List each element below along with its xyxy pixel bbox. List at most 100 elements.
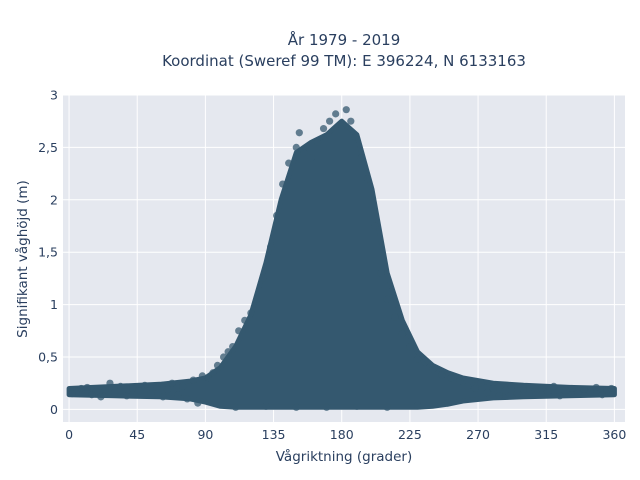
data-point bbox=[447, 374, 455, 382]
data-point bbox=[332, 110, 340, 118]
data-point bbox=[456, 377, 464, 385]
x-axis-title: Vågriktning (grader) bbox=[276, 448, 413, 465]
x-tick-label: 45 bbox=[129, 427, 145, 442]
y-tick-label: 2 bbox=[50, 192, 58, 207]
data-point bbox=[313, 138, 322, 146]
data-point bbox=[307, 154, 316, 162]
data-point bbox=[262, 402, 270, 410]
data-points bbox=[68, 106, 615, 411]
data-point bbox=[391, 313, 399, 321]
data-point bbox=[398, 330, 406, 338]
data-point bbox=[556, 392, 564, 400]
x-tick-label: 90 bbox=[197, 427, 213, 442]
y-axis-title: Signifikant våghöjd (m) bbox=[14, 180, 31, 338]
x-tick-label: 315 bbox=[534, 427, 558, 442]
data-point bbox=[229, 342, 237, 351]
data-point bbox=[77, 384, 85, 393]
data-point bbox=[319, 124, 328, 133]
data-point bbox=[525, 383, 534, 392]
data-point bbox=[351, 133, 359, 141]
envelope-area bbox=[66, 118, 617, 410]
data-point bbox=[83, 383, 91, 392]
data-point bbox=[253, 295, 261, 303]
data-point bbox=[179, 382, 187, 390]
data-point bbox=[421, 358, 429, 366]
data-point bbox=[292, 403, 300, 411]
y-tick-label: 0 bbox=[50, 402, 58, 417]
data-point bbox=[383, 295, 391, 303]
data-point bbox=[232, 403, 240, 411]
x-tick-label: 270 bbox=[466, 427, 490, 442]
data-point bbox=[153, 383, 161, 392]
data-point bbox=[110, 389, 119, 397]
data-point bbox=[592, 383, 600, 392]
data-point bbox=[519, 385, 528, 394]
data-point bbox=[129, 384, 137, 393]
data-point bbox=[477, 379, 485, 387]
data-point bbox=[444, 399, 452, 407]
x-tick-label: 135 bbox=[262, 427, 286, 442]
data-point bbox=[259, 274, 267, 283]
data-point bbox=[538, 384, 546, 393]
data-point bbox=[580, 385, 588, 394]
data-point bbox=[213, 361, 222, 370]
data-point bbox=[562, 386, 570, 395]
data-envelope bbox=[66, 118, 617, 410]
data-point bbox=[168, 379, 176, 387]
data-point bbox=[198, 372, 206, 380]
data-point bbox=[163, 385, 172, 394]
data-point bbox=[413, 355, 422, 363]
data-point bbox=[483, 389, 491, 397]
data-point bbox=[326, 117, 334, 125]
data-point bbox=[586, 389, 594, 397]
data-point bbox=[501, 386, 509, 395]
data-point bbox=[183, 395, 191, 403]
data-point bbox=[116, 382, 125, 390]
data-point bbox=[247, 309, 255, 317]
data-point bbox=[141, 381, 149, 389]
data-point bbox=[279, 180, 287, 188]
data-point bbox=[429, 365, 437, 374]
data-point bbox=[495, 392, 503, 400]
data-point bbox=[241, 316, 249, 324]
data-point bbox=[322, 403, 331, 411]
data-point bbox=[266, 243, 275, 251]
data-point bbox=[295, 129, 303, 137]
data-point bbox=[235, 327, 243, 335]
data-point bbox=[489, 384, 497, 393]
data-point bbox=[106, 379, 114, 387]
y-tick-label: 1,5 bbox=[38, 245, 58, 260]
data-point bbox=[438, 371, 446, 379]
data-point bbox=[574, 390, 582, 398]
data-point bbox=[194, 399, 202, 407]
data-point bbox=[513, 390, 522, 398]
data-point bbox=[371, 222, 379, 230]
data-point bbox=[342, 106, 350, 114]
data-point bbox=[338, 122, 346, 131]
data-point bbox=[347, 117, 355, 125]
data-point bbox=[292, 143, 300, 152]
data-point bbox=[209, 369, 217, 377]
data-point bbox=[377, 269, 385, 277]
data-point bbox=[550, 382, 558, 390]
data-point bbox=[123, 392, 131, 400]
data-point bbox=[272, 211, 281, 220]
data-point bbox=[598, 391, 606, 399]
data-point bbox=[471, 384, 479, 393]
x-axis-ticks: 0 45 90 135 180 225 270 315 360 bbox=[65, 427, 626, 442]
data-point bbox=[147, 390, 155, 398]
x-tick-label: 0 bbox=[65, 427, 73, 442]
data-point bbox=[507, 382, 515, 390]
data-point bbox=[135, 386, 143, 395]
data-point bbox=[189, 376, 197, 384]
x-tick-label: 360 bbox=[602, 427, 626, 442]
data-point bbox=[463, 382, 472, 390]
data-point bbox=[413, 401, 422, 409]
y-tick-label: 0,5 bbox=[38, 350, 58, 365]
data-point bbox=[300, 149, 308, 157]
x-tick-label: 225 bbox=[398, 427, 422, 442]
data-point bbox=[174, 391, 182, 399]
y-axis-ticks: 0 0,5 1 1,5 2 2,5 3 bbox=[38, 88, 58, 417]
data-point bbox=[285, 159, 293, 167]
